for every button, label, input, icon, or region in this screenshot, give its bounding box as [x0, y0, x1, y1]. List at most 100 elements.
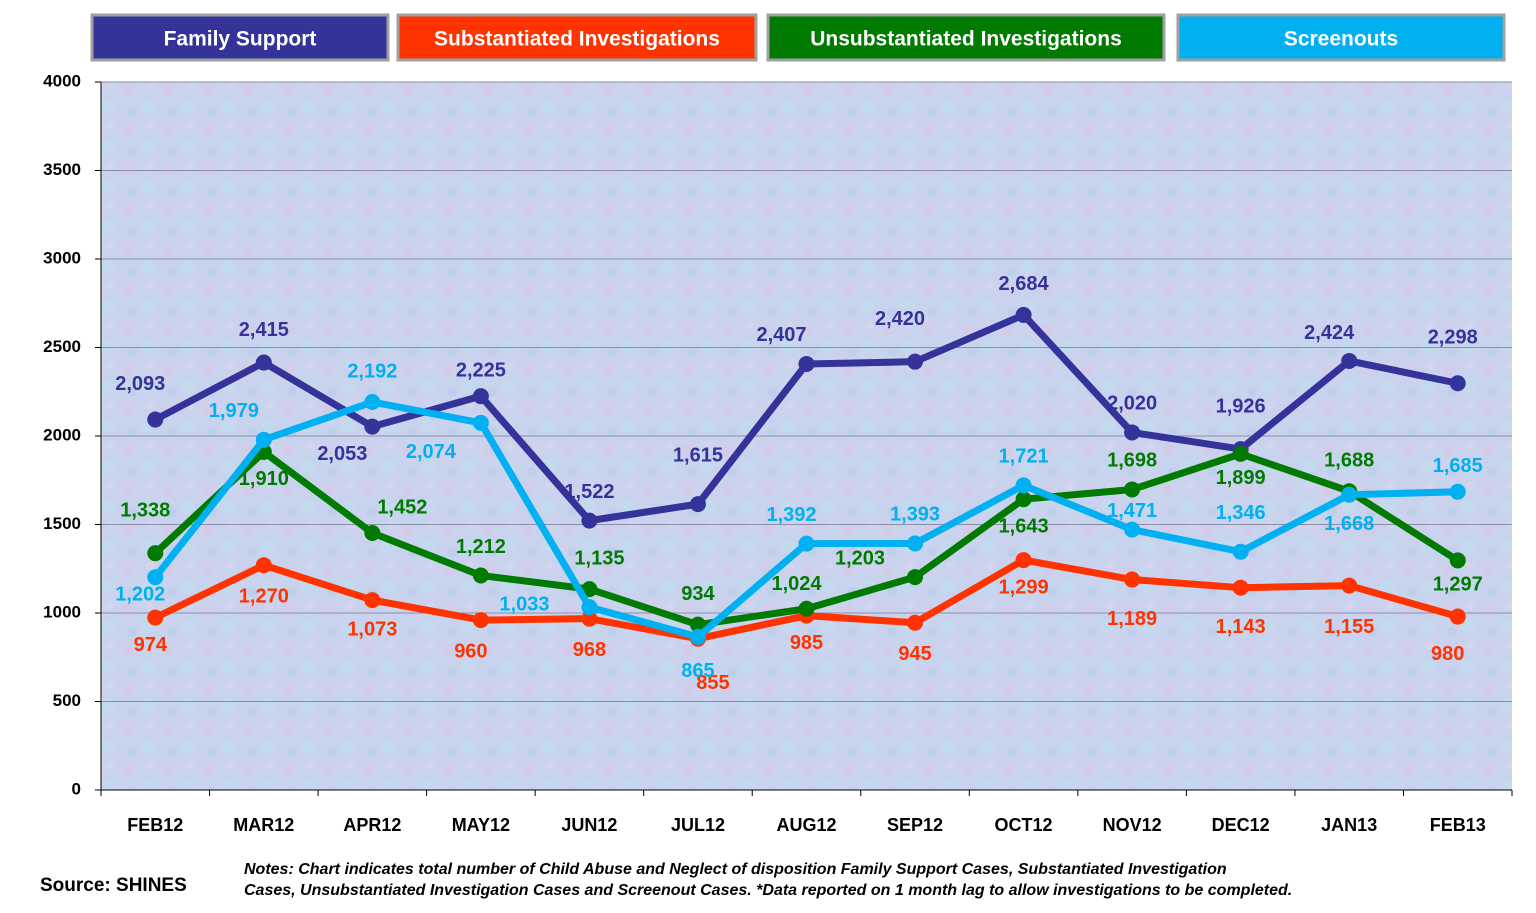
data-label: 1,155 [1324, 616, 1374, 638]
data-point [1124, 424, 1141, 441]
data-point [364, 418, 381, 435]
data-label: 1,979 [209, 400, 259, 422]
data-label: 1,643 [999, 515, 1049, 537]
data-point [581, 599, 598, 616]
data-label: 1,212 [456, 536, 506, 558]
data-point [255, 354, 272, 371]
data-label: 855 [696, 672, 729, 694]
x-tick-label: SEP12 [887, 815, 943, 835]
data-point [907, 614, 924, 631]
x-tick-label: FEB13 [1430, 815, 1486, 835]
data-point [798, 535, 815, 552]
data-point [1449, 552, 1466, 569]
data-label: 2,407 [756, 324, 806, 346]
x-tick-label: AUG12 [776, 815, 836, 835]
data-label: 1,033 [499, 593, 549, 615]
data-label: 1,270 [239, 585, 289, 607]
data-point [689, 616, 706, 633]
y-tick-label: 2500 [43, 337, 81, 356]
legend-label: Substantiated Investigations [434, 28, 720, 51]
data-point [1232, 543, 1249, 560]
data-label: 934 [681, 583, 715, 605]
data-point [581, 512, 598, 529]
data-point [689, 496, 706, 513]
data-label: 945 [898, 643, 931, 665]
data-point [1124, 571, 1141, 588]
data-point [364, 592, 381, 609]
data-point [472, 414, 489, 431]
data-point [147, 545, 164, 562]
data-point [907, 535, 924, 552]
x-tick-label: FEB12 [127, 815, 183, 835]
data-label: 1,910 [239, 468, 289, 490]
y-tick-label: 2000 [43, 425, 81, 444]
y-tick-label: 1500 [43, 514, 81, 533]
data-label: 1,299 [999, 576, 1049, 598]
y-tick-label: 4000 [43, 71, 81, 90]
data-point [147, 411, 164, 428]
legend-box [396, 13, 758, 62]
data-label: 2,074 [406, 441, 457, 463]
legend-box [766, 13, 1166, 62]
data-point [364, 524, 381, 541]
data-label: 2,298 [1428, 327, 1478, 349]
data-point [581, 581, 598, 598]
data-label: 1,135 [574, 547, 624, 569]
data-label: 2,020 [1107, 393, 1157, 415]
data-label: 1,685 [1433, 455, 1483, 477]
data-point [1449, 483, 1466, 500]
data-point [1015, 491, 1032, 508]
x-tick-label: MAY12 [452, 815, 510, 835]
data-label: 2,093 [115, 373, 165, 395]
data-label: 2,424 [1304, 322, 1355, 344]
data-label: 1,202 [115, 584, 165, 606]
notes: Notes: Chart indicates total number of C… [244, 861, 1227, 878]
data-point [1015, 477, 1032, 494]
legend-label: Family Support [164, 28, 317, 51]
y-tick-label: 500 [53, 691, 81, 710]
data-point [1124, 521, 1141, 538]
data-label: 1,338 [120, 499, 170, 521]
data-point [1341, 577, 1358, 594]
data-label: 1,926 [1216, 395, 1266, 417]
data-label: 968 [573, 639, 606, 661]
data-label: 985 [790, 632, 823, 654]
data-point [472, 612, 489, 629]
data-point [1015, 552, 1032, 569]
data-point [472, 388, 489, 405]
legend-label: Screenouts [1284, 28, 1398, 51]
y-tick-label: 3500 [43, 160, 81, 179]
x-tick-label: JUL12 [671, 815, 725, 835]
data-label: 2,420 [875, 308, 925, 330]
data-label: 1,346 [1216, 502, 1266, 524]
data-label: 1,189 [1107, 608, 1157, 630]
x-tick-label: NOV12 [1103, 815, 1162, 835]
x-tick-label: MAR12 [233, 815, 294, 835]
data-label: 1,668 [1324, 513, 1374, 535]
data-label: 1,392 [766, 504, 816, 526]
data-point [255, 431, 272, 448]
data-point [798, 600, 815, 617]
data-point [798, 355, 815, 372]
data-label: 1,471 [1107, 500, 1157, 522]
data-point [907, 353, 924, 370]
legend-label: Unsubstantiated Investigations [810, 28, 1122, 51]
y-tick-label: 3000 [43, 248, 81, 267]
data-label: 1,615 [673, 444, 723, 466]
data-point [1449, 375, 1466, 392]
data-label: 1,073 [347, 618, 397, 640]
data-point [255, 557, 272, 574]
data-label: 2,225 [456, 359, 506, 381]
data-label: 2,192 [347, 360, 397, 382]
data-point [147, 609, 164, 626]
data-point [1341, 352, 1358, 369]
data-label: 1,203 [835, 547, 885, 569]
data-point [1232, 579, 1249, 596]
data-label: 2,415 [239, 319, 289, 341]
data-label: 865 [681, 660, 714, 682]
data-point [689, 628, 706, 645]
data-label: 1,721 [999, 446, 1049, 468]
data-label: 2,053 [317, 443, 367, 465]
x-tick-label: DEC12 [1212, 815, 1270, 835]
